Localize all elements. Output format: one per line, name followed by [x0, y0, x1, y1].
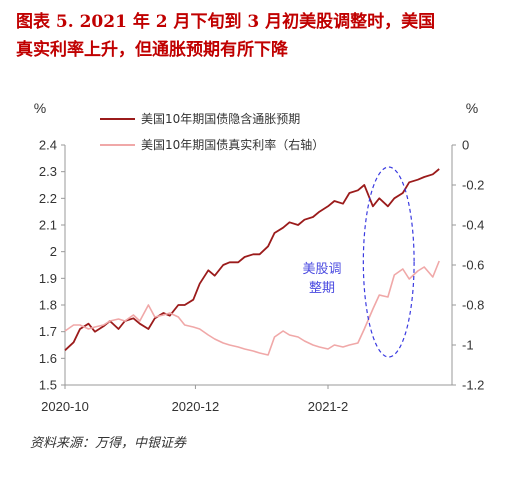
- annotation-text-line-2: 整期: [309, 281, 335, 296]
- right-tick-label: -0.8: [462, 298, 484, 313]
- left-tick-label: 1.9: [39, 271, 57, 286]
- right-tick-label: -0.4: [462, 218, 484, 233]
- right-tick-label: -0.2: [462, 178, 484, 193]
- right-axis-unit: %: [466, 100, 478, 116]
- left-tick-label: 2.4: [39, 138, 57, 153]
- figure-title: 图表 5. 2021 年 2 月下旬到 3 月初美股调整时，美国 真实利率上升，…: [16, 8, 506, 64]
- left-tick-label: 1.8: [39, 298, 57, 313]
- left-tick-label: 1.5: [39, 378, 57, 393]
- title-line-2: 真实利率上升，但通胀预期有所下降: [16, 40, 288, 60]
- left-axis-unit: %: [34, 100, 46, 116]
- left-tick-label: 1.6: [39, 351, 57, 366]
- left-tick-label: 2.1: [39, 218, 57, 233]
- right-tick-label: 0: [462, 138, 469, 153]
- right-tick-label: -1: [462, 338, 474, 353]
- legend-label: 美国10年期国债隐含通胀预期: [141, 111, 300, 126]
- source-note: 资料来源：万得，中银证券: [30, 436, 187, 451]
- breakeven-line: [64, 168, 440, 351]
- adjustment-period-ellipse: [362, 166, 415, 358]
- x-tick-label: 2021-2: [308, 399, 348, 414]
- left-tick-label: 2.3: [39, 164, 57, 179]
- real-rate-line: [64, 260, 440, 356]
- x-tick-label: 2020-12: [172, 399, 220, 414]
- annotation-text-line-1: 美股调: [302, 262, 341, 277]
- left-tick-label: 1.7: [39, 324, 57, 339]
- legend-label: 美国10年期国债真实利率（右轴）: [141, 137, 324, 152]
- left-tick-label: 2.2: [39, 191, 57, 206]
- right-tick-label: -1.2: [462, 378, 484, 393]
- right-tick-label: -0.6: [462, 258, 484, 273]
- left-tick-label: 2: [50, 244, 57, 259]
- x-tick-label: 2020-10: [41, 399, 89, 414]
- title-line-1: 图表 5. 2021 年 2 月下旬到 3 月初美股调整时，美国: [16, 12, 436, 32]
